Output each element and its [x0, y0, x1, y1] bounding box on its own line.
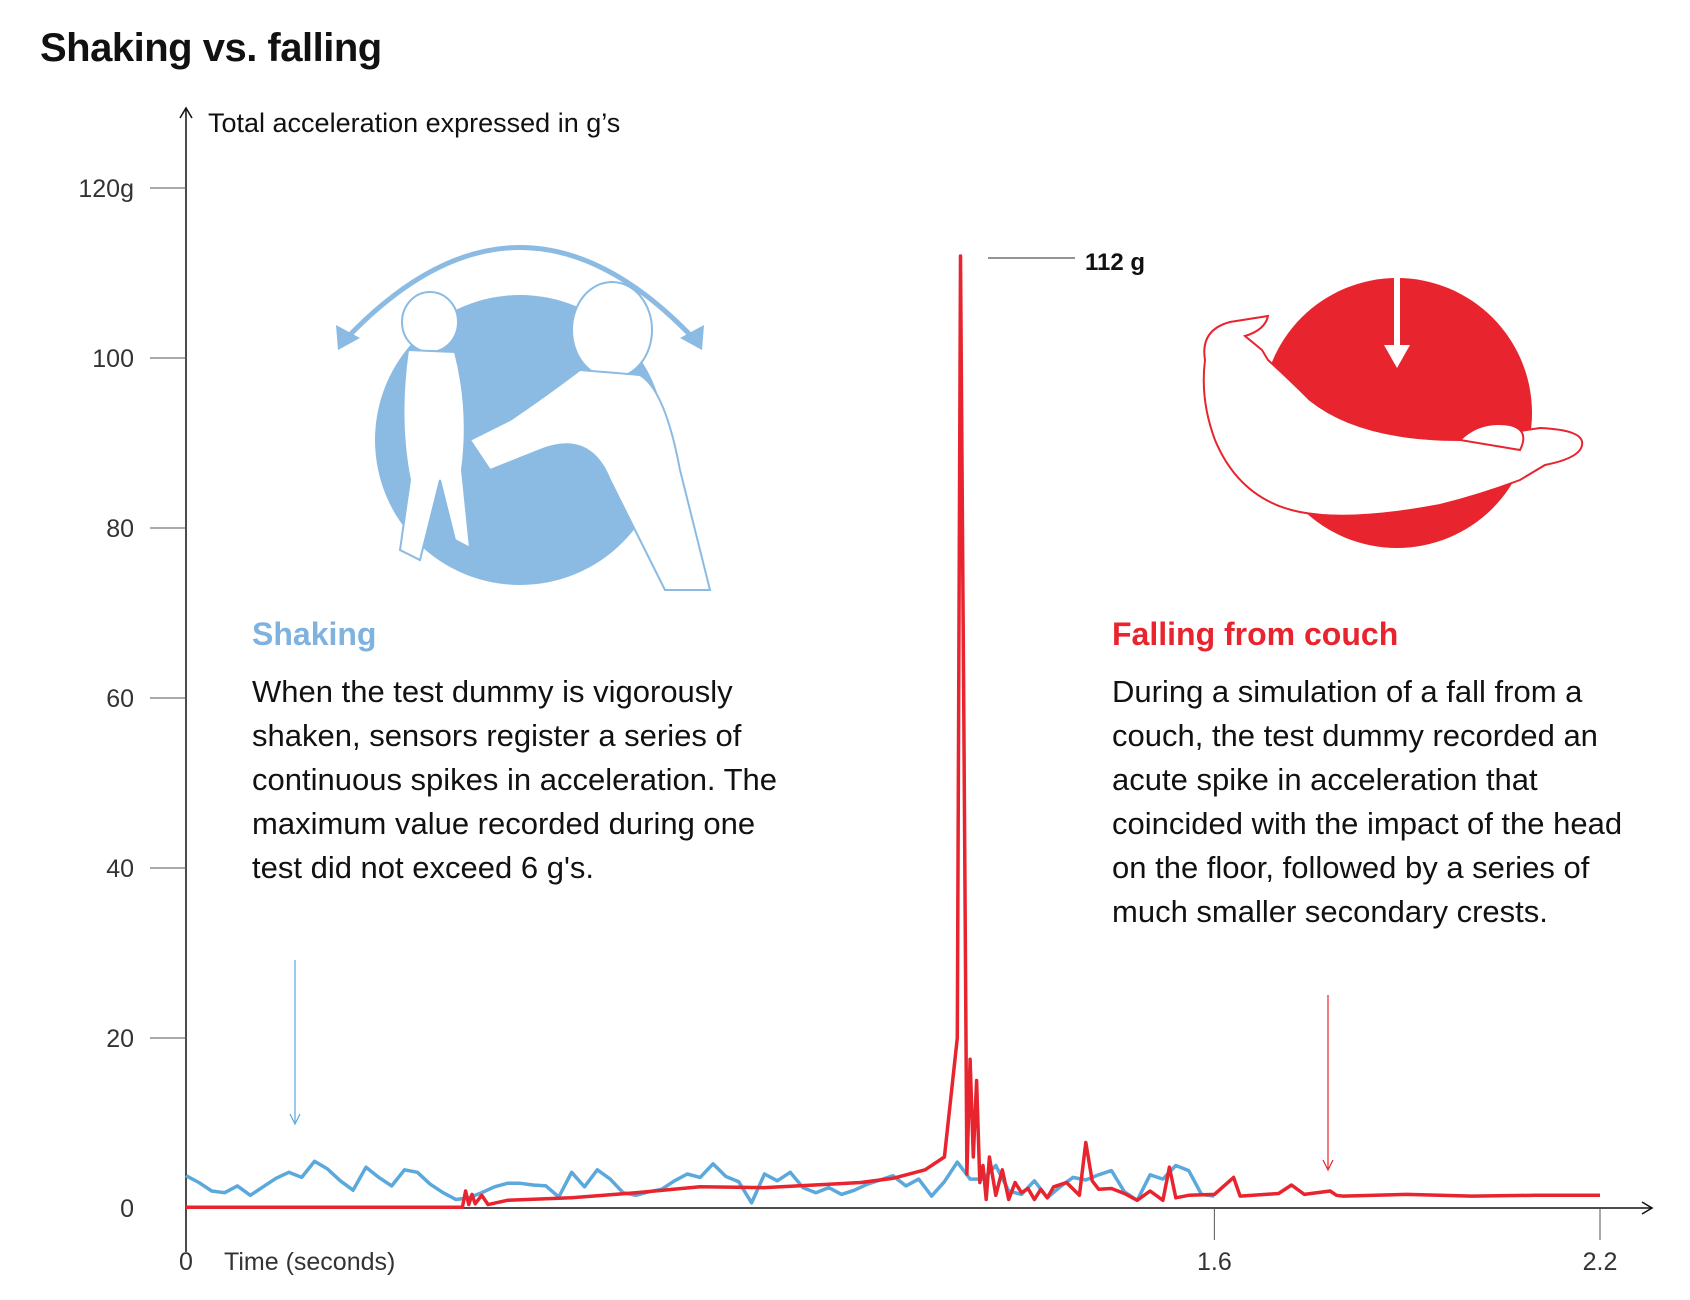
shaking-description: When the test dummy is vigorously shaken… [252, 674, 778, 885]
shaking-illustration [336, 245, 712, 591]
x-tick-label: 2.2 [1583, 1248, 1618, 1276]
y-tick-label: 80 [106, 515, 134, 543]
falling-illustration [1202, 260, 1584, 548]
shaking-pointer [289, 960, 301, 1126]
falling-pointer [1322, 995, 1334, 1172]
x-tick-label: 1.6 [1197, 1248, 1232, 1276]
y-tick-label: 120g [78, 175, 134, 203]
x-tick-label: 0 [179, 1248, 193, 1276]
shaking-title: Shaking [252, 616, 377, 652]
x-axis-arrow-icon [1641, 1201, 1654, 1215]
y-tick-label: 0 [120, 1195, 134, 1223]
y-axis-label: Total acceleration expressed in g’s [208, 108, 620, 138]
x-axis-label: Time (seconds) [224, 1248, 395, 1276]
y-tick-label: 20 [106, 1025, 134, 1053]
falling-description: During a simulation of a fall from a cou… [1112, 674, 1623, 929]
y-axis-arrow-icon [179, 106, 193, 119]
y-tick-label: 40 [106, 855, 134, 883]
falling-title: Falling from couch [1112, 616, 1399, 652]
falling-pointer-arrow-icon [1322, 1159, 1334, 1172]
shaking-pointer-arrow-icon [289, 1113, 301, 1126]
falling-series-line [186, 254, 1600, 1209]
chart-title: Shaking vs. falling [40, 26, 382, 70]
peak-label: 112 g [1085, 249, 1145, 276]
shaking-series-line [185, 1159, 1215, 1205]
y-tick-label: 60 [106, 685, 134, 713]
y-tick-label: 100 [92, 345, 134, 373]
shaking-arc-arrow-icon [343, 245, 697, 342]
